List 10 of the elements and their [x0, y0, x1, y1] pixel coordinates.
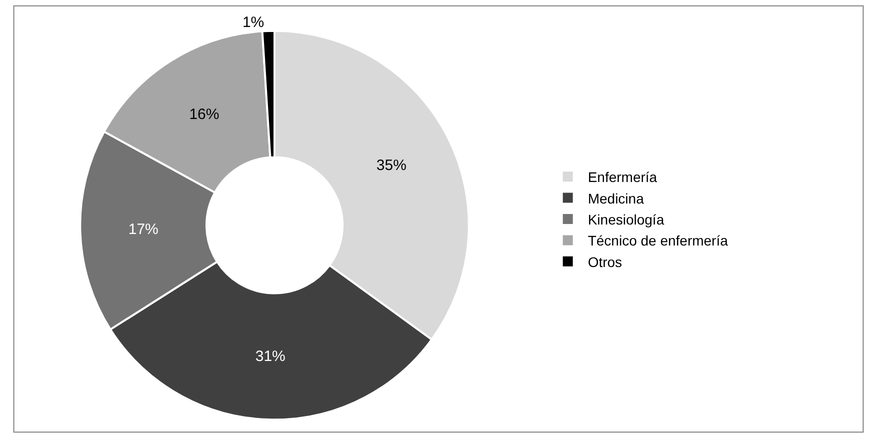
legend-label: Kinesiología: [588, 211, 664, 228]
data-label: 35%: [376, 157, 406, 174]
data-label: 1%: [242, 14, 264, 32]
legend-label: Medicina: [588, 190, 644, 206]
legend-label: Técnico de enfermería: [588, 232, 728, 249]
legend-label: Enfermería: [588, 169, 658, 186]
data-label: 16%: [189, 106, 220, 123]
data-label: 31%: [255, 348, 286, 365]
legend-label: Otros: [588, 254, 622, 270]
data-label: 17%: [128, 220, 158, 238]
